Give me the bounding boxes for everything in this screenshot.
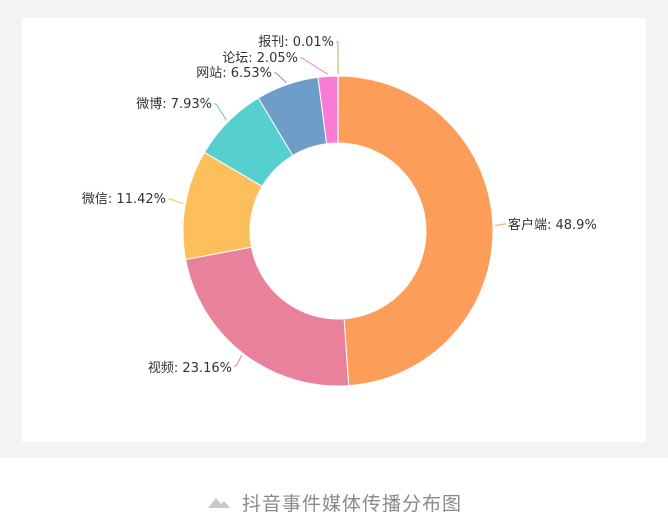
slice-label-6: 论坛: 2.05%	[222, 51, 298, 66]
slice-label-3: 微信: 11.42%	[82, 192, 166, 207]
leader-line-2	[234, 354, 243, 367]
leader-line-7	[336, 41, 339, 75]
donut-slice-2[interactable]	[185, 246, 350, 387]
slice-label-4: 微博: 7.93%	[136, 97, 212, 112]
leader-line-3	[168, 198, 184, 205]
chart-frame: 客户端: 48.9% 视频: 23.16% 微信: 11.42% 微博: 7.93% 网…	[22, 18, 646, 442]
donut-slices	[182, 75, 494, 387]
leader-lines	[168, 41, 506, 367]
leader-line-5	[274, 72, 287, 84]
slice-labels: 客户端: 48.9% 视频: 23.16% 微信: 11.42% 微博: 7.93% 网…	[82, 35, 597, 376]
image-caption-icon	[207, 498, 230, 508]
slice-label-1: 客户端: 48.9%	[508, 217, 597, 233]
leader-line-6	[300, 57, 329, 75]
leader-line-1	[494, 223, 506, 227]
caption-text: 抖音事件媒体传播分布图	[241, 492, 462, 515]
donut-slice-1[interactable]	[337, 75, 494, 387]
donut-chart: 客户端: 48.9% 视频: 23.16% 微信: 11.42% 微博: 7.93% 网…	[82, 35, 597, 387]
slice-label-2: 视频: 23.16%	[148, 361, 232, 376]
slice-label-5: 网站: 6.53%	[196, 66, 272, 81]
slice-label-7: 报刊: 0.01%	[258, 35, 334, 50]
leader-line-4	[214, 103, 228, 121]
figure-caption: 抖音事件媒体传播分布图	[0, 486, 668, 518]
caption-row: 抖音事件媒体传播分布图	[206, 489, 462, 516]
